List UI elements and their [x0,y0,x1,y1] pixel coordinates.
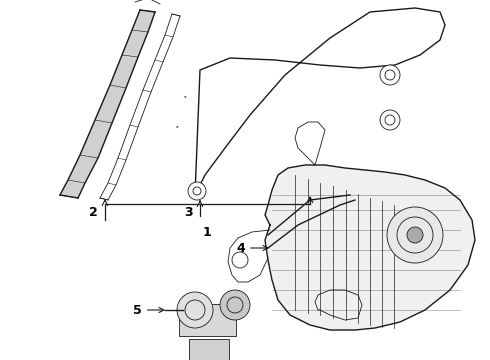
Polygon shape [60,10,155,198]
Text: 3: 3 [184,206,192,219]
FancyBboxPatch shape [189,339,229,360]
Circle shape [188,182,206,200]
FancyBboxPatch shape [179,304,236,336]
Text: '': '' [175,125,179,131]
Circle shape [387,207,443,263]
Text: 4: 4 [236,242,268,255]
Circle shape [220,290,250,320]
Circle shape [407,227,423,243]
Polygon shape [265,165,475,330]
Text: 5: 5 [133,303,164,316]
Circle shape [177,292,213,328]
Circle shape [380,110,400,130]
Circle shape [380,65,400,85]
Text: '': '' [183,95,187,101]
Text: 1: 1 [203,226,211,239]
Text: 2: 2 [89,206,98,219]
